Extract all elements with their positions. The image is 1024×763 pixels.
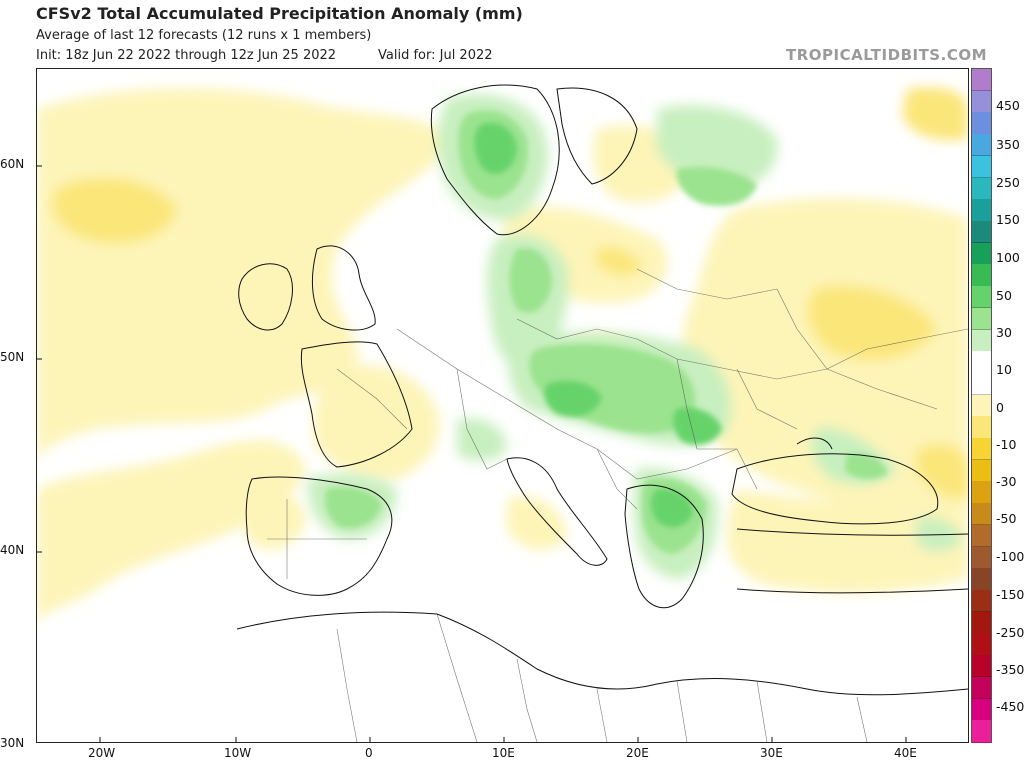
precip-anomaly-map [36,68,969,743]
lon-label-10w: 10W [224,746,252,760]
lon-label-40e: 40E [894,746,917,760]
colorbar-segment [972,372,991,396]
colorbar-segment [972,351,991,374]
colorbar-segment [972,655,991,678]
colorbar-label: -100 [996,549,1024,564]
wet-anomaly-strong [474,122,722,528]
chart-subtitle: Average of last 12 forecasts (12 runs x … [36,28,372,43]
colorbar-segment [972,633,991,656]
colorbar [971,68,992,743]
init-time: Init: 18z Jun 22 2022 through 12z Jun 25… [36,48,337,63]
colorbar-segment [972,199,991,222]
graticule-ticks [37,165,907,742]
borders [267,268,968,742]
colorbar-segment [972,459,991,483]
chart-title: CFSv2 Total Accumulated Precipitation An… [36,4,523,23]
colorbar-segment [972,112,991,135]
colorbar-label: 100 [996,250,1020,265]
colorbar-segment [972,416,991,439]
colorbar-label: -50 [996,511,1017,526]
colorbar-segment [972,568,991,591]
colorbar-label: 30 [996,325,1012,340]
lon-label-0: 0 [365,746,373,760]
colorbar-label: 450 [996,98,1020,113]
colorbar-segment [972,177,991,200]
colorbar-label: -450 [996,699,1024,714]
colorbar-label: -10 [996,437,1017,452]
colorbar-segment [972,524,991,548]
lon-label-30e: 30E [760,746,783,760]
lat-label-30n: 30N [0,736,25,750]
colorbar-label: -150 [996,587,1024,602]
lat-label-60n: 60N [0,157,25,171]
colorbar-label: 50 [996,288,1012,303]
colorbar-segment [972,264,991,287]
colorbar-segment [972,720,991,743]
coastlines [236,84,968,696]
colorbar-segment [972,481,991,504]
colorbar-segment [972,286,991,309]
colorbar-segment [972,307,991,331]
colorbar-segment [972,69,991,92]
colorbar-label: 0 [996,400,1004,415]
colorbar-segment [972,155,991,179]
colorbar-segment [972,329,991,352]
colorbar-segment [972,220,991,244]
colorbar-label: 150 [996,212,1020,227]
colorbar-segment [972,676,991,700]
lon-label-10e: 10E [492,746,515,760]
colorbar-segment [972,546,991,569]
colorbar-segment [972,134,991,157]
colorbar-segment [972,698,991,721]
colorbar-segment [972,394,991,417]
map-canvas [37,69,968,742]
colorbar-segment [972,611,991,635]
colorbar-segment [972,503,991,526]
colorbar-label: 350 [996,137,1020,152]
lon-label-20w: 20W [88,746,116,760]
colorbar-segment [972,90,991,113]
dry-anomaly-moderate [53,87,968,499]
lon-label-20e: 20E [626,746,649,760]
colorbar-segment [972,438,991,461]
colorbar-label: -350 [996,662,1024,677]
colorbar-label: -30 [996,474,1017,489]
colorbar-segment [972,590,991,613]
colorbar-segment [972,242,991,265]
lat-label-40n: 40N [0,543,25,557]
colorbar-label: 250 [996,175,1020,190]
lat-label-50n: 50N [0,350,25,364]
colorbar-label: 10 [996,362,1012,377]
site-watermark: TROPICALTIDBITS.COM [786,46,987,64]
colorbar-label: -250 [996,625,1024,640]
valid-time: Valid for: Jul 2022 [378,48,493,63]
